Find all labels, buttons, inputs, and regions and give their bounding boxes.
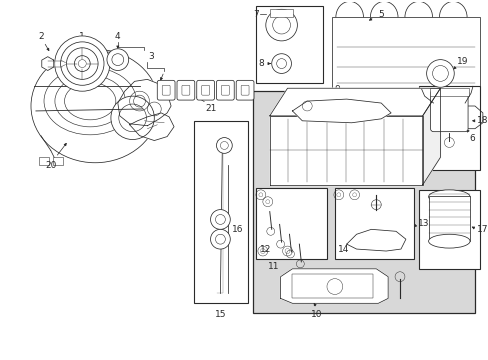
Bar xyxy=(331,17,479,101)
Polygon shape xyxy=(269,116,422,185)
FancyBboxPatch shape xyxy=(236,80,253,100)
Circle shape xyxy=(55,36,110,91)
Text: 10: 10 xyxy=(311,310,322,319)
Polygon shape xyxy=(41,57,54,71)
Circle shape xyxy=(265,9,297,41)
Text: 15: 15 xyxy=(214,310,226,319)
FancyBboxPatch shape xyxy=(216,80,234,100)
FancyBboxPatch shape xyxy=(221,85,229,95)
Circle shape xyxy=(78,60,86,68)
Bar xyxy=(53,157,62,165)
Circle shape xyxy=(61,42,104,85)
Bar xyxy=(39,157,49,165)
Bar xyxy=(429,88,468,96)
Circle shape xyxy=(111,96,154,140)
Bar xyxy=(418,190,479,269)
FancyBboxPatch shape xyxy=(241,85,248,95)
Text: 3: 3 xyxy=(148,52,154,61)
Polygon shape xyxy=(422,88,440,185)
Circle shape xyxy=(271,54,291,73)
Polygon shape xyxy=(325,106,482,129)
Circle shape xyxy=(210,229,230,249)
Polygon shape xyxy=(346,229,405,251)
Text: 11: 11 xyxy=(267,262,279,271)
Bar xyxy=(252,91,474,313)
Polygon shape xyxy=(292,99,390,123)
FancyBboxPatch shape xyxy=(430,90,467,132)
FancyBboxPatch shape xyxy=(177,80,194,100)
FancyBboxPatch shape xyxy=(182,85,189,95)
Polygon shape xyxy=(129,113,174,140)
Bar xyxy=(269,9,293,17)
Text: 14: 14 xyxy=(337,244,349,253)
Text: 7: 7 xyxy=(253,10,258,19)
Text: 6: 6 xyxy=(468,134,474,143)
Text: 20: 20 xyxy=(45,161,56,170)
Bar xyxy=(255,6,323,83)
Bar xyxy=(334,188,413,259)
Text: 18: 18 xyxy=(476,116,488,125)
Ellipse shape xyxy=(427,234,469,248)
Circle shape xyxy=(426,60,453,87)
Text: 16: 16 xyxy=(232,225,244,234)
Text: 21: 21 xyxy=(205,104,217,113)
Text: 5: 5 xyxy=(378,10,384,19)
Bar xyxy=(292,274,372,298)
FancyBboxPatch shape xyxy=(157,80,175,100)
Circle shape xyxy=(107,49,128,71)
Text: 19: 19 xyxy=(456,57,468,66)
Text: 4: 4 xyxy=(115,32,121,41)
Circle shape xyxy=(210,210,230,229)
Text: 12: 12 xyxy=(260,244,271,253)
Ellipse shape xyxy=(31,49,159,163)
Polygon shape xyxy=(269,88,440,116)
Polygon shape xyxy=(118,79,171,126)
Text: 2: 2 xyxy=(38,32,43,41)
FancyBboxPatch shape xyxy=(162,85,170,95)
Bar xyxy=(427,196,469,241)
Circle shape xyxy=(216,138,232,153)
Text: 17: 17 xyxy=(476,225,488,234)
FancyBboxPatch shape xyxy=(196,80,214,100)
Circle shape xyxy=(66,48,98,79)
Text: 1: 1 xyxy=(79,32,85,41)
Bar xyxy=(193,121,247,303)
FancyBboxPatch shape xyxy=(201,85,209,95)
Circle shape xyxy=(74,56,90,72)
Polygon shape xyxy=(280,269,387,303)
Text: 9: 9 xyxy=(333,85,339,94)
Bar xyxy=(255,188,326,259)
Ellipse shape xyxy=(427,190,469,204)
Bar xyxy=(418,86,479,170)
Text: 8: 8 xyxy=(258,59,263,68)
Text: 13: 13 xyxy=(417,219,428,228)
